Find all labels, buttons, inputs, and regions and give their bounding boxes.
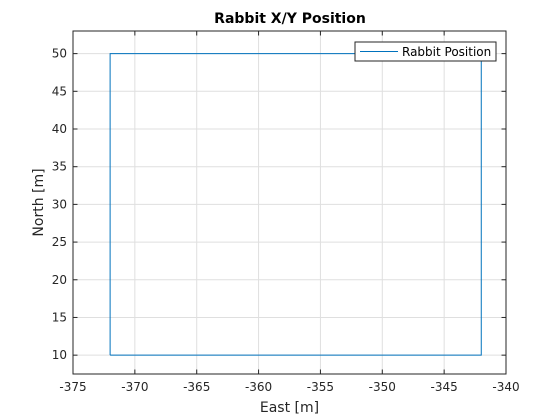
legend: Rabbit Position (354, 41, 497, 62)
x-tick-label: -360 (245, 380, 272, 394)
x-tick-label: -365 (183, 380, 210, 394)
y-tick-label: 15 (52, 310, 67, 324)
y-tick-label: 10 (52, 348, 67, 362)
y-axis-label: North [m] (31, 168, 47, 236)
x-tick-label: -345 (431, 380, 458, 394)
x-tick-label: -355 (307, 380, 334, 394)
legend-label-rabbit-position: Rabbit Position (402, 45, 491, 59)
y-tick-label: 50 (52, 47, 67, 61)
ticks: -375 -370 -365 -360 -355 -350 -345 -340 10 15 20 25… (52, 31, 520, 394)
x-tick-label: -375 (59, 380, 86, 394)
y-tick-label: 35 (52, 160, 67, 174)
plot-area-frame (72, 30, 507, 375)
legend-box (354, 41, 497, 62)
chart-title: Rabbit X/Y Position (214, 11, 366, 27)
x-tick-label: -370 (121, 380, 148, 394)
y-tick-label: 25 (52, 235, 67, 249)
y-tick-label: 20 (52, 273, 67, 287)
y-tick-label: 45 (52, 84, 67, 98)
grid (72, 31, 507, 374)
y-tick-label: 40 (52, 122, 67, 136)
x-tick-label: -340 (492, 380, 519, 394)
x-tick-label: -350 (369, 380, 396, 394)
x-axis-label: East [m] (260, 400, 319, 416)
y-tick-label: 30 (52, 197, 67, 211)
